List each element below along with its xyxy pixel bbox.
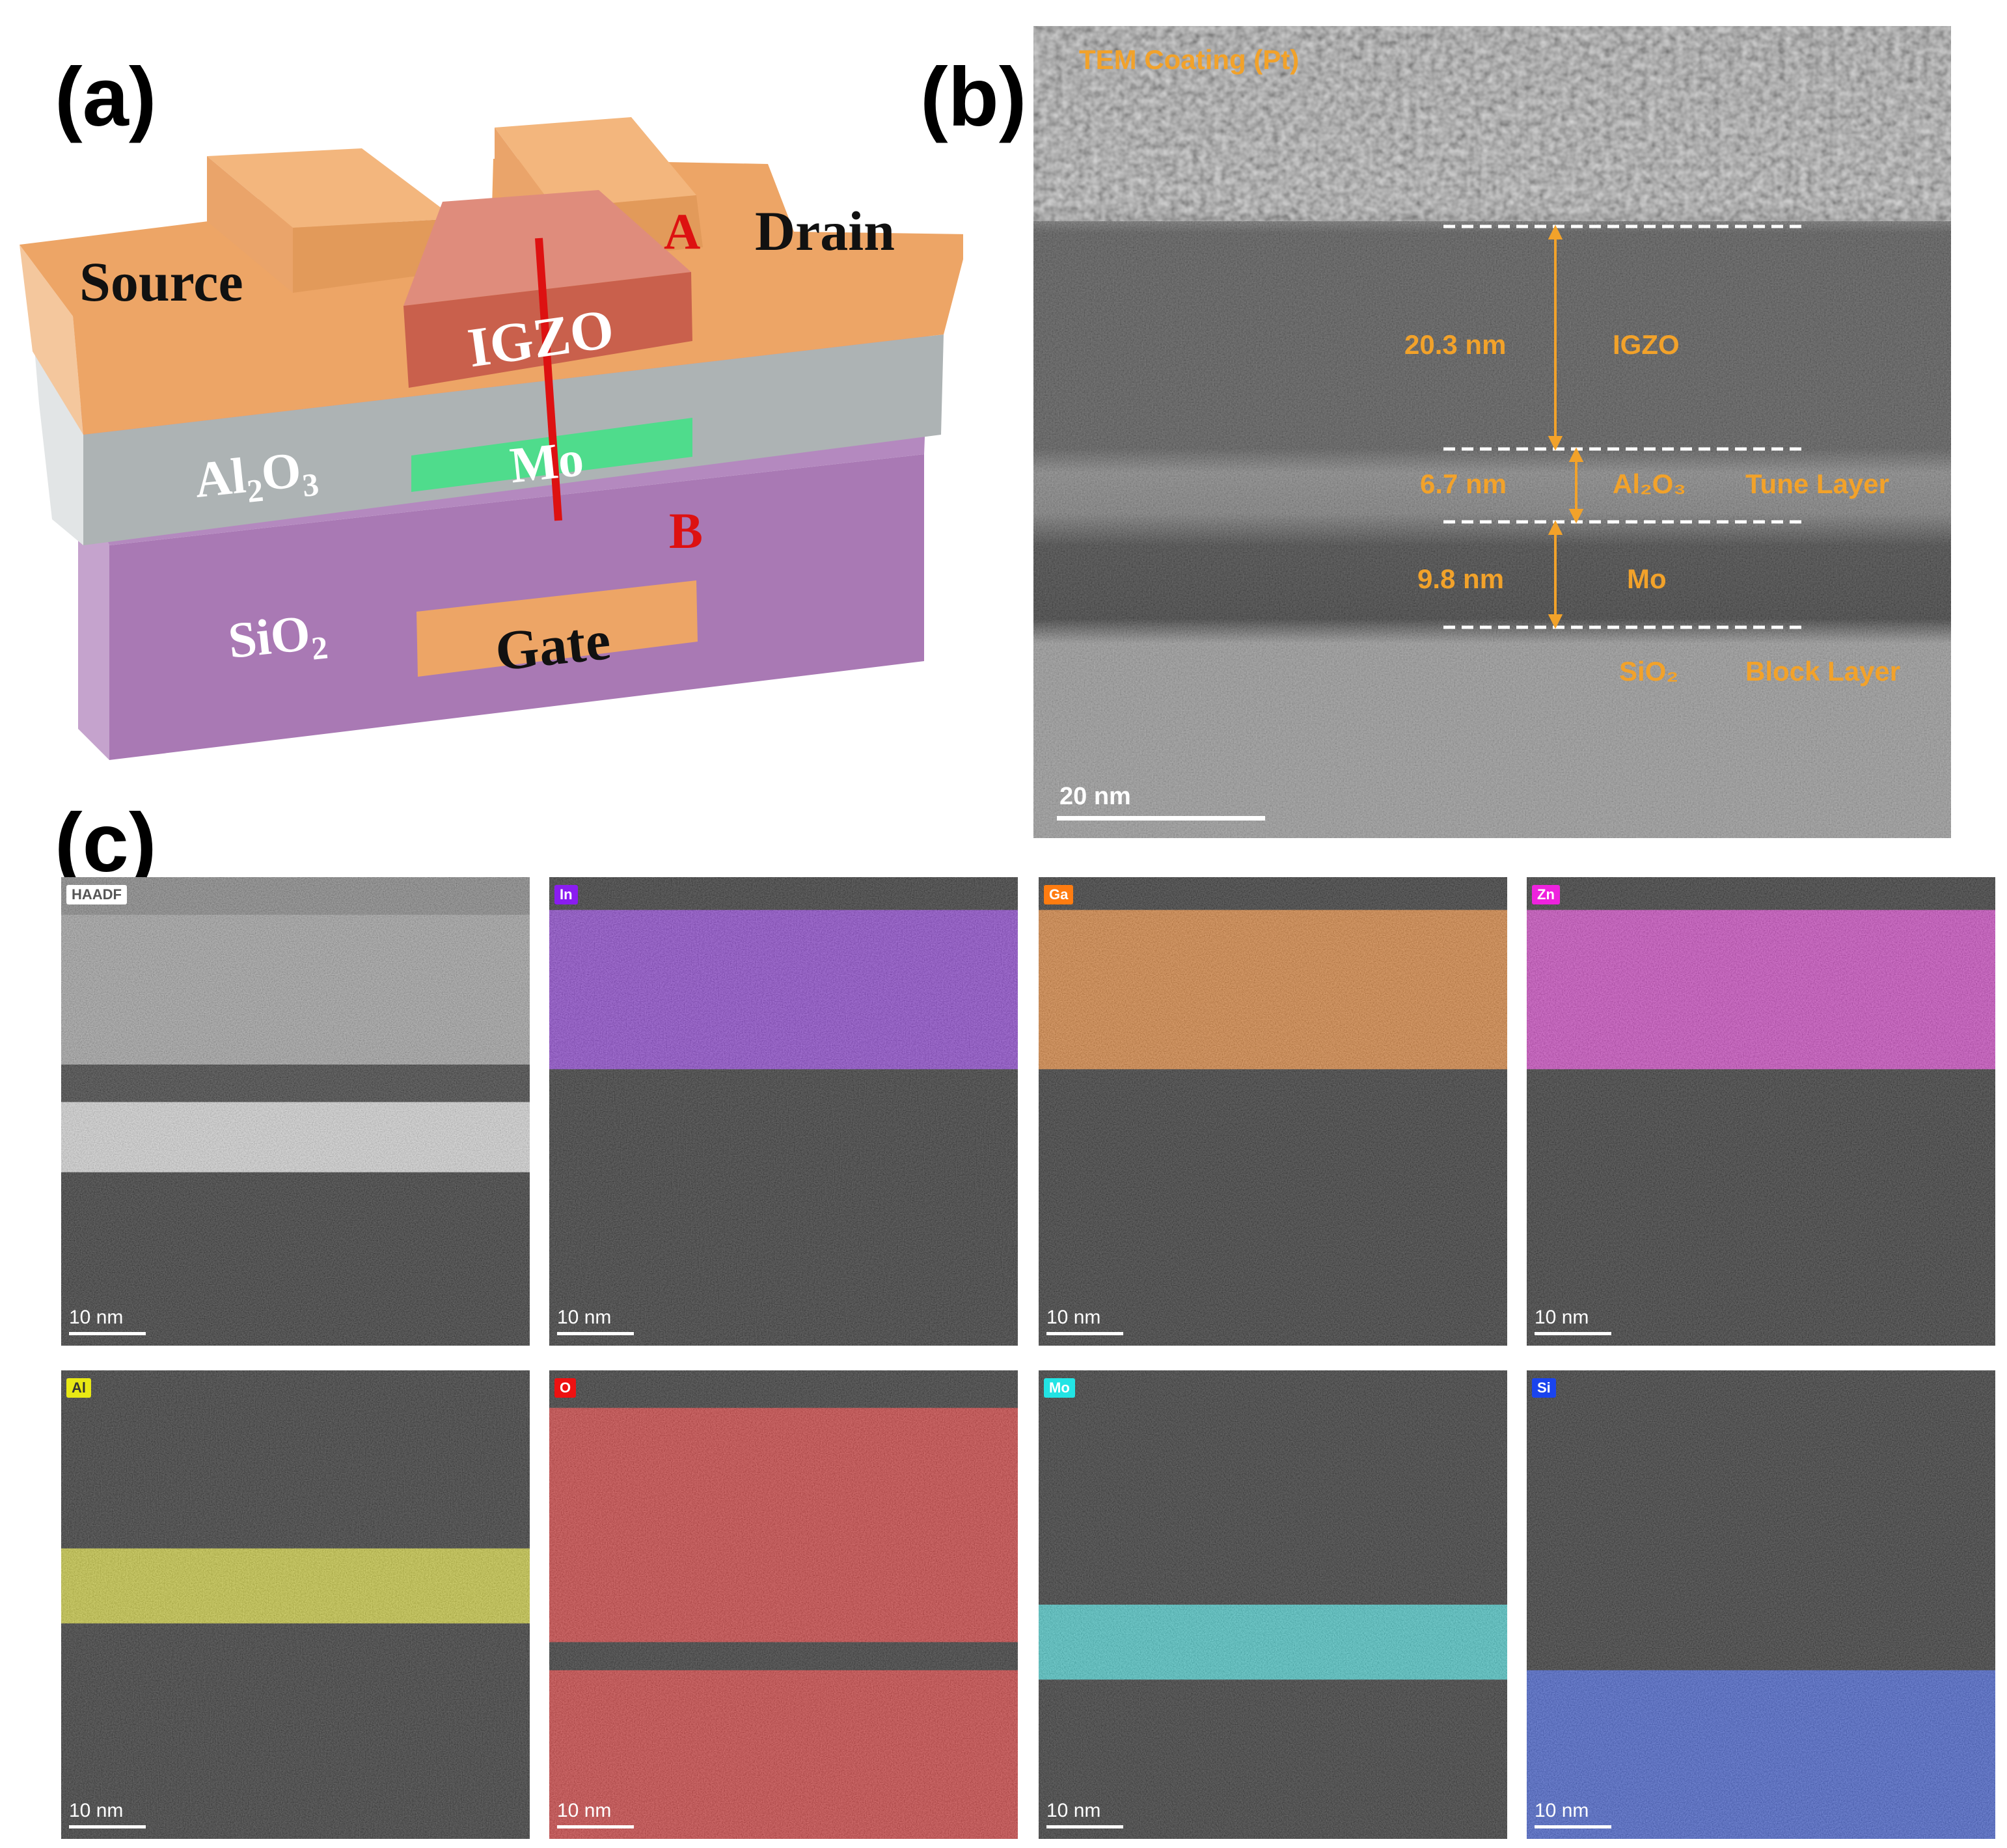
arrowhead — [1548, 520, 1563, 535]
eds-map-image — [1527, 1370, 1995, 1839]
igzo-layer-label: IGZO — [1613, 329, 1680, 360]
eds-element-tag: Zn — [1532, 885, 1560, 904]
eds-map-image — [61, 877, 530, 1346]
noise-texture — [549, 877, 1018, 1346]
al2o3-left-face — [33, 325, 83, 545]
tune-layer-label: Tune Layer — [1745, 469, 1889, 499]
source-block-left — [207, 156, 293, 293]
eds-element-tag: In — [554, 885, 578, 904]
eds-map-in: In 10 nm — [549, 877, 1018, 1346]
panel-label-b: (b) — [920, 51, 1027, 144]
eds-map-mo: Mo 10 nm — [1039, 1370, 1507, 1839]
igzo-channel-top — [403, 190, 691, 306]
noise-texture — [1527, 1370, 1995, 1839]
eds-map-o: O 10 nm — [549, 1370, 1018, 1839]
eds-map-image — [549, 1370, 1018, 1839]
noise-texture — [549, 1370, 1018, 1839]
mo-thickness-label: 9.8 nm — [1417, 564, 1504, 594]
panel-label-a: (a) — [55, 51, 157, 144]
block-layer-label: Block Layer — [1745, 656, 1900, 686]
arrowhead — [1548, 224, 1563, 239]
gate-label: Gate — [493, 608, 614, 683]
tem-image: TEM Coating (Pt) 20.3 nm IGZO 6.7 nm Al₂… — [1033, 26, 1951, 838]
noise-texture — [61, 877, 530, 1346]
tem-coating-texture — [1033, 26, 1951, 221]
source-block-front — [293, 219, 456, 293]
source-block-top — [207, 148, 456, 228]
arrowhead — [1548, 436, 1563, 451]
mo-label: Mo — [508, 429, 586, 493]
eds-map-haadf: HAADF 10 nm — [61, 877, 530, 1346]
tem-coating-label: TEM Coating (Pt) — [1079, 44, 1299, 75]
eds-map-image — [1527, 877, 1995, 1346]
eds-scale-bar — [1046, 1825, 1123, 1828]
eds-scale-label: 10 nm — [557, 1307, 612, 1328]
eds-map-si: Si 10 nm — [1527, 1370, 1995, 1839]
sio2-layer-label: SiO₂ — [1619, 656, 1678, 686]
tem-fine-texture — [1033, 221, 1951, 838]
panel-label-c: (c) — [55, 796, 157, 890]
sio2-label: SiO2 — [226, 603, 330, 675]
al2o3-label: Al2O3 — [192, 439, 321, 515]
cross-section-line — [535, 238, 562, 521]
contact-left-face — [20, 245, 83, 435]
eds-scale-label: 10 nm — [1046, 1307, 1101, 1328]
eds-map-zn: Zn 10 nm — [1527, 877, 1995, 1346]
eds-map-al: Al 10 nm — [61, 1370, 530, 1839]
drain-block-top — [495, 117, 696, 208]
al2o3-front-face — [83, 334, 944, 545]
mo-layer-label: Mo — [1627, 564, 1667, 594]
eds-map-image — [549, 877, 1018, 1346]
eds-scale-label: 10 nm — [1046, 1800, 1101, 1821]
tem-scale-bar — [1057, 816, 1265, 821]
device-schematic: Source Drain A B IGZO Al2O3 Mo SiO2 Gate — [20, 117, 963, 760]
eds-scale-bar — [1046, 1332, 1123, 1335]
eds-map-ga: Ga 10 nm — [1039, 877, 1507, 1346]
eds-element-tag: Si — [1532, 1378, 1556, 1398]
al2o3-thickness-label: 6.7 nm — [1420, 469, 1507, 499]
eds-scale-bar — [557, 1332, 634, 1335]
eds-element-tag: Mo — [1044, 1378, 1075, 1398]
noise-texture — [1039, 877, 1507, 1346]
eds-scale-bar — [1535, 1825, 1611, 1828]
noise-texture — [61, 1370, 530, 1839]
al2o3-layer-label: Al₂O₃ — [1613, 469, 1686, 499]
source-label: Source — [79, 251, 243, 313]
arrowhead — [1548, 614, 1563, 629]
igzo-thickness-label: 20.3 nm — [1404, 329, 1506, 360]
eds-scale-bar — [69, 1332, 146, 1335]
point-b-label: B — [669, 502, 703, 559]
eds-map-image — [1039, 877, 1507, 1346]
arrowhead — [1568, 447, 1584, 462]
tem-scale-label: 20 nm — [1059, 783, 1131, 810]
eds-scale-label: 10 nm — [69, 1307, 124, 1328]
eds-element-tag: HAADF — [66, 885, 127, 904]
eds-element-tag: Ga — [1044, 885, 1074, 904]
noise-texture — [1527, 877, 1995, 1346]
eds-map-image — [1039, 1370, 1507, 1839]
arrowhead — [1568, 509, 1584, 524]
eds-map-image — [61, 1370, 530, 1839]
eds-element-tag: Al — [66, 1378, 91, 1398]
eds-element-tag: O — [554, 1378, 577, 1398]
eds-scale-bar — [69, 1825, 146, 1828]
eds-scale-label: 10 nm — [557, 1800, 612, 1821]
gate-electrode — [416, 580, 698, 677]
eds-scale-label: 10 nm — [69, 1800, 124, 1821]
point-a-label: A — [664, 203, 700, 260]
sio2-left-face — [52, 410, 109, 760]
noise-texture — [1039, 1370, 1507, 1839]
eds-scale-label: 10 nm — [1535, 1800, 1589, 1821]
drain-label: Drain — [755, 200, 895, 262]
eds-scale-bar — [1535, 1332, 1611, 1335]
eds-scale-label: 10 nm — [1535, 1307, 1589, 1328]
eds-scale-bar — [557, 1825, 634, 1828]
